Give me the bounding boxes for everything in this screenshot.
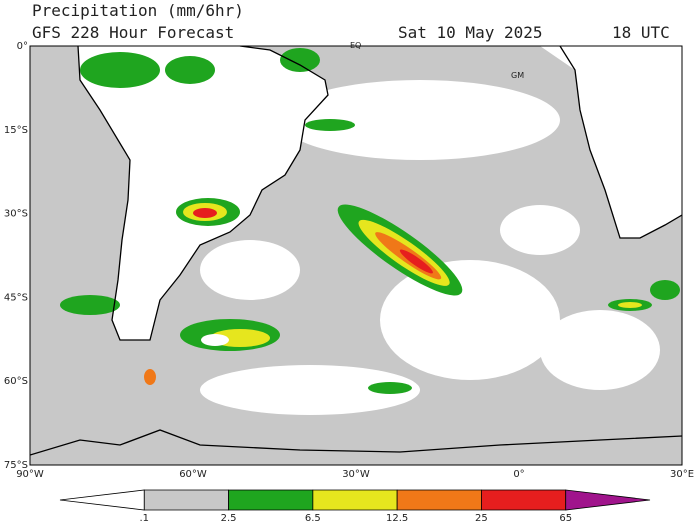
colorbar-label: 12.5: [386, 513, 408, 524]
precip-heavy: [60, 48, 680, 394]
lat-label: 15°S: [4, 125, 28, 136]
colorbar-label: 6.5: [305, 513, 321, 524]
subtitle: GFS 228 Hour Forecast: [32, 23, 234, 42]
lat-label: 75°S: [4, 460, 28, 471]
dry-areas: [78, 46, 682, 415]
lon-label: 0°: [513, 469, 524, 480]
colorbar-segment: [565, 489, 651, 511]
lat-labels: 0° 15°S 30°S 45°S 60°S 75°S: [4, 41, 28, 471]
map-frame: [29, 45, 683, 466]
lat-label: 60°S: [4, 376, 28, 387]
colorbar-segment: [143, 489, 229, 511]
lat-label: 0°: [17, 41, 28, 52]
lon-label: 60°W: [179, 469, 207, 480]
colorbar-label: 2.5: [221, 513, 237, 524]
lon-labels: 90°W 60°W 30°W 0° 30°E: [16, 469, 694, 480]
title: Precipitation (mm/6hr): [32, 1, 244, 20]
colorbar-label: 65: [559, 513, 572, 524]
colorbar-label: .1: [140, 513, 150, 524]
lon-label: 90°W: [16, 469, 44, 480]
coastlines: [30, 46, 682, 456]
time: 18 UTC: [612, 23, 670, 42]
colorbar-segment: [312, 489, 398, 511]
colorbar-segment: [481, 489, 567, 511]
colorbar: .1 2.5 6.5 12.5 25 65: [59, 489, 651, 524]
colorbar-segment: [396, 489, 482, 511]
date: Sat 10 May 2025: [398, 23, 543, 42]
lat-label: 45°S: [4, 292, 28, 303]
colorbar-segment: [59, 489, 145, 511]
map: EQ GM 0° 15°S 30°S 45°S 60°S 75°S 90°W 60°W 30°…: [4, 41, 694, 480]
lat-label: 30°S: [4, 209, 28, 220]
colorbar-label: 25: [475, 513, 488, 524]
place-label: GM: [511, 71, 524, 80]
place-label: EQ: [350, 41, 361, 50]
lon-label: 30°W: [342, 469, 370, 480]
colorbar-segment: [228, 489, 314, 511]
lon-label: 30°E: [670, 469, 694, 480]
